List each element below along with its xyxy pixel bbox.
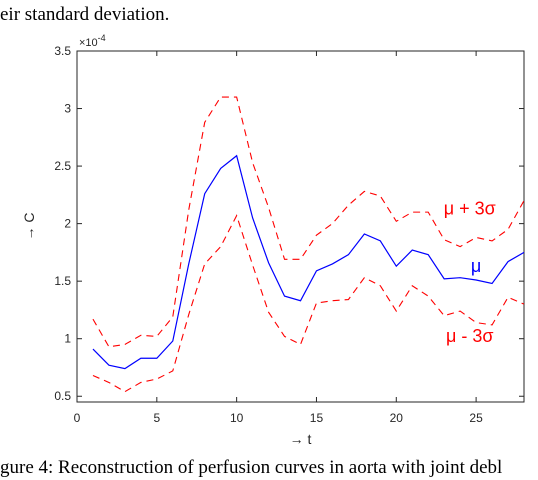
series-annotation-2: μ - 3σ (446, 326, 494, 346)
series-line-1 (92, 96, 525, 348)
y-tick-label: 3.5 (54, 44, 71, 58)
x-tick-label: 20 (390, 411, 404, 425)
x-tick-label: 15 (310, 411, 324, 425)
x-axis-label: → t (290, 431, 312, 447)
axis-ticks: 0 5 10 15 20 25 0.5 1 1.5 2 2.5 3 3.5 (54, 44, 524, 425)
y-exponent-label: ×10-4 (79, 33, 106, 49)
annotation-layer: μ + 3σ μ μ - 3σ (444, 198, 496, 346)
x-tick-label: 25 (469, 411, 483, 425)
y-tick-label: 0.5 (54, 389, 71, 403)
series-annotation-1: μ (471, 256, 481, 276)
series-line-2 (92, 214, 525, 393)
x-tick-label: 0 (74, 411, 81, 425)
caption-top: eir standard deviation. (0, 4, 170, 25)
y-tick-label: 1 (64, 332, 71, 346)
series-layer (92, 96, 525, 393)
series-annotation-0: μ + 3σ (444, 198, 496, 218)
y-tick-label: 3 (64, 102, 71, 116)
y-tick-label: 2 (64, 217, 71, 231)
plot-area (76, 50, 525, 403)
y-axis-label: → C (21, 213, 37, 241)
caption-bottom: gure 4: Reconstruction of perfusion curv… (0, 457, 503, 478)
y-tick-label: 1.5 (54, 274, 71, 288)
x-tick-label: 10 (230, 411, 244, 425)
series-line-0 (92, 154, 525, 370)
y-tick-label: 2.5 (54, 159, 71, 173)
x-tick-label: 5 (153, 411, 160, 425)
